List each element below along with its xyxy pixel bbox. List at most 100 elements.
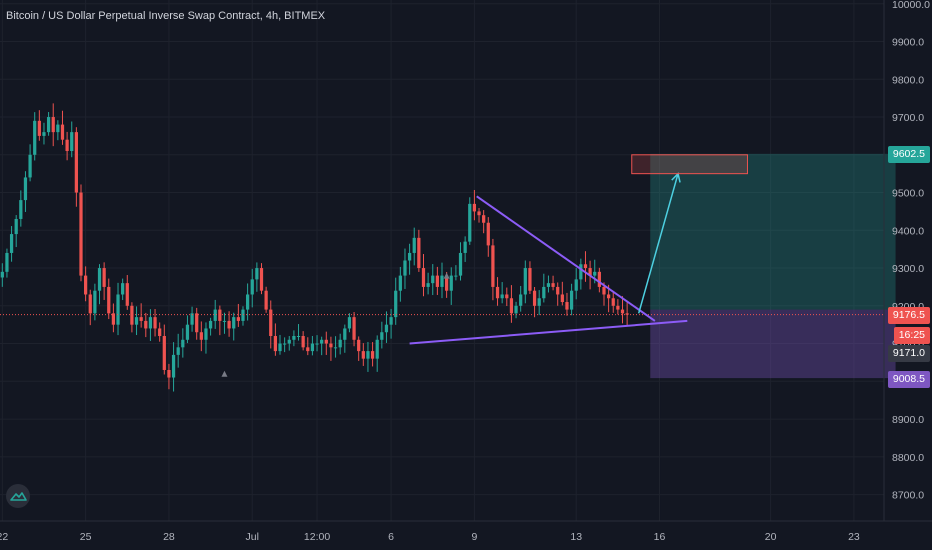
candle-body bbox=[347, 317, 352, 329]
trendline-upper bbox=[476, 195, 656, 322]
candle-body bbox=[227, 320, 231, 329]
candle-body bbox=[375, 339, 379, 359]
candle-body bbox=[111, 313, 116, 325]
x-tick-label: 16 bbox=[654, 531, 666, 543]
candle-body bbox=[370, 351, 375, 359]
candle-body bbox=[491, 245, 495, 287]
target-price-badge: 9602.5 bbox=[887, 146, 930, 163]
x-tick-label: 20 bbox=[765, 531, 777, 543]
y-tick-label: 8800.0 bbox=[892, 452, 924, 464]
candle-body bbox=[273, 336, 278, 352]
candle-body bbox=[236, 317, 240, 321]
tradingview-logo[interactable] bbox=[6, 484, 30, 508]
risk-reward-zones bbox=[650, 153, 896, 379]
y-tick-label: 9300.0 bbox=[892, 263, 924, 275]
candle-body bbox=[56, 124, 60, 133]
candle-body bbox=[46, 117, 51, 133]
candle-body bbox=[296, 336, 301, 338]
candle-body bbox=[250, 279, 254, 295]
candle-body bbox=[241, 309, 245, 321]
y-tick-label: 10000.0 bbox=[892, 0, 930, 11]
x-tick-label: 28 bbox=[163, 531, 175, 543]
candle-body bbox=[389, 317, 393, 325]
candle-body bbox=[412, 237, 416, 253]
x-tick-label: Jul bbox=[246, 531, 259, 543]
candle-body bbox=[107, 286, 111, 314]
x-axis[interactable]: 22 25 28 Jul 12:00 6 9 13 16 20 23 bbox=[0, 531, 860, 543]
y-tick-label: 8900.0 bbox=[892, 414, 924, 426]
candle-body bbox=[597, 271, 601, 287]
candle-body bbox=[264, 290, 268, 310]
candle-body bbox=[486, 222, 490, 246]
candle-body bbox=[84, 275, 88, 295]
candle-body bbox=[500, 294, 504, 299]
candle-body bbox=[509, 298, 514, 314]
signal-marker-icon bbox=[443, 272, 450, 279]
chart-title: Bitcoin / US Dollar Perpetual Inverse Sw… bbox=[6, 10, 326, 22]
candle-body bbox=[546, 283, 551, 287]
candle-body bbox=[167, 369, 171, 378]
candle-body bbox=[565, 302, 569, 310]
y-tick-label: 9500.0 bbox=[892, 188, 924, 200]
candle-body bbox=[232, 317, 236, 329]
x-tick-label: 13 bbox=[570, 531, 582, 543]
candle-body bbox=[407, 252, 412, 261]
candle-body bbox=[287, 339, 291, 344]
candle-body bbox=[616, 305, 620, 310]
countdown-badge: 16:25 bbox=[893, 327, 930, 344]
candle-body bbox=[477, 211, 481, 216]
candle-body bbox=[620, 309, 625, 314]
y-tick-label: 9800.0 bbox=[892, 74, 924, 86]
candle-body bbox=[208, 320, 213, 329]
candle-body bbox=[310, 343, 315, 352]
candle-body bbox=[560, 294, 564, 303]
candle-body bbox=[320, 339, 324, 344]
candle-body bbox=[259, 268, 264, 291]
candle-body bbox=[301, 336, 305, 348]
crosshair-price-badge: 9171.0 bbox=[887, 345, 930, 362]
candle-body bbox=[139, 317, 143, 321]
candle-body bbox=[514, 305, 518, 314]
candle-body bbox=[116, 294, 120, 325]
projection-arrow bbox=[637, 173, 679, 314]
candle-body bbox=[398, 275, 402, 291]
candle-body bbox=[171, 354, 176, 378]
x-tick-label: 9 bbox=[471, 531, 477, 543]
candle-body bbox=[445, 275, 449, 291]
candle-body bbox=[532, 290, 537, 306]
candle-body bbox=[588, 268, 592, 276]
candle-body bbox=[74, 132, 78, 193]
candle-body bbox=[93, 290, 97, 314]
candle-body bbox=[361, 351, 365, 359]
candle-body bbox=[324, 339, 328, 344]
candle-body bbox=[366, 351, 370, 359]
grid bbox=[0, 0, 884, 521]
trendline-lower bbox=[409, 319, 688, 345]
candle-body bbox=[23, 177, 28, 201]
candle-body bbox=[611, 298, 615, 306]
candle-body bbox=[0, 271, 4, 278]
candle-body bbox=[542, 286, 546, 299]
signal-marker-icon bbox=[221, 370, 228, 377]
candle-body bbox=[315, 343, 319, 345]
candle-body bbox=[523, 268, 527, 295]
candle-body bbox=[14, 218, 18, 235]
stop-zone bbox=[650, 309, 896, 379]
candle-body bbox=[19, 200, 23, 219]
candle-body bbox=[463, 241, 467, 253]
x-tick-label: 25 bbox=[80, 531, 92, 543]
candle-body bbox=[333, 347, 338, 349]
candle-body bbox=[417, 237, 421, 269]
candle-body bbox=[579, 264, 583, 280]
candle-body bbox=[380, 332, 384, 340]
drawings bbox=[0, 154, 884, 377]
candle-body bbox=[153, 317, 157, 329]
candle-body bbox=[37, 120, 41, 136]
y-tick-label: 9900.0 bbox=[892, 37, 924, 49]
candle-body bbox=[426, 283, 430, 287]
candle-body bbox=[88, 294, 92, 314]
candle-body bbox=[148, 317, 153, 329]
candle-body bbox=[204, 328, 208, 340]
